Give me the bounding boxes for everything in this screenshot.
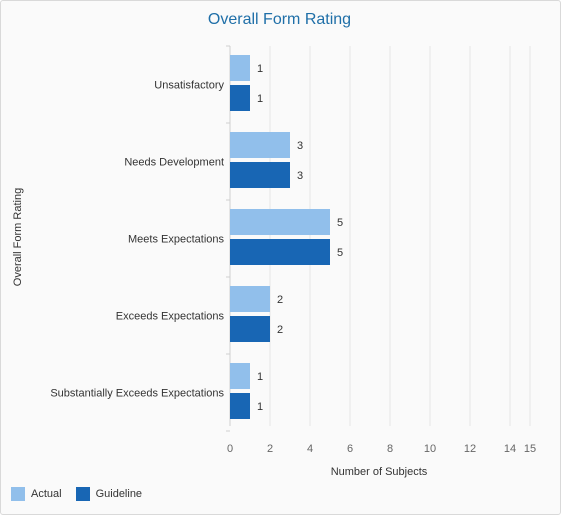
data-label: 1 (257, 93, 263, 105)
data-label: 1 (257, 401, 263, 413)
x-tick-label: 12 (464, 443, 476, 455)
bar-guideline (230, 85, 250, 111)
data-label: 3 (297, 140, 303, 152)
category-label: Unsatisfactory (154, 80, 224, 92)
data-label: 1 (257, 63, 263, 75)
data-label: 2 (277, 294, 283, 306)
bar-guideline (230, 393, 250, 419)
data-label: 2 (277, 324, 283, 336)
bar-actual (230, 55, 250, 81)
category-label: Meets Expectations (128, 234, 224, 246)
bar-actual (230, 286, 270, 312)
legend: Actual Guideline (11, 487, 156, 501)
data-label: 1 (257, 371, 263, 383)
bar-guideline (230, 239, 330, 265)
bar-actual (230, 363, 250, 389)
legend-item-actual[interactable]: Actual (11, 487, 62, 501)
legend-label-actual: Actual (31, 488, 62, 500)
x-tick-label: 8 (387, 443, 393, 455)
legend-swatch-guideline (75, 487, 90, 501)
x-tick-label: 4 (307, 443, 313, 455)
bar-guideline (230, 316, 270, 342)
legend-label-guideline: Guideline (95, 488, 143, 500)
bar-actual (230, 209, 330, 235)
legend-item-guideline[interactable]: Guideline (75, 487, 143, 501)
category-label: Needs Development (124, 157, 224, 169)
bar-guideline (230, 162, 290, 188)
x-tick-label: 14 (504, 443, 516, 455)
x-tick-label: 2 (267, 443, 273, 455)
data-label: 5 (337, 217, 343, 229)
legend-swatch-actual (11, 487, 25, 501)
x-tick-label: 10 (424, 443, 436, 455)
x-tick-label: 0 (227, 443, 233, 455)
category-label: Substantially Exceeds Expectations (50, 388, 224, 400)
x-tick-label: 15 (524, 443, 536, 455)
chart-title: Overall Form Rating (207, 11, 352, 28)
x-axis-title: Number of Subjects (331, 466, 428, 478)
data-label: 3 (297, 170, 303, 182)
data-label: 5 (337, 247, 343, 259)
category-label: Exceeds Expectations (116, 311, 225, 323)
bar-actual (230, 132, 290, 158)
x-tick-label: 6 (347, 443, 353, 455)
